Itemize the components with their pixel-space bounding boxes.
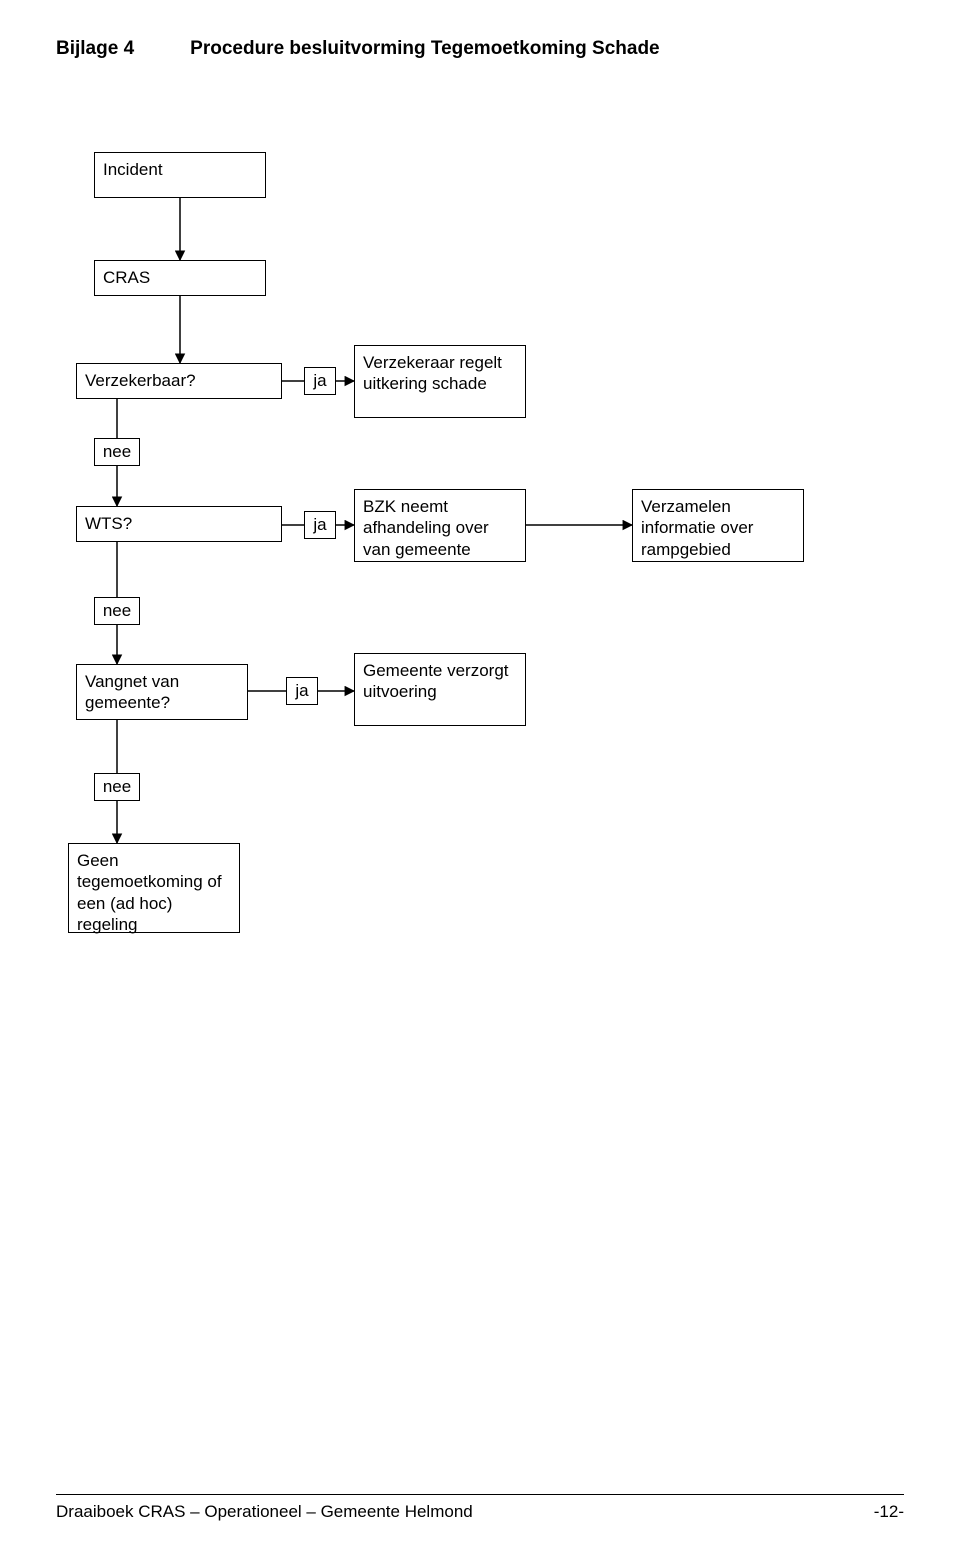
node-incident-label: Incident	[103, 159, 163, 180]
header-prefix: Bijlage 4	[56, 38, 134, 59]
node-gemeente-uitv-label: Gemeente verzorgt uitvoering	[363, 660, 517, 703]
node-geen-label: Geen tegemoetkoming of een (ad hoc) rege…	[77, 850, 231, 935]
node-incident: Incident	[94, 152, 266, 198]
footer-right: -12-	[874, 1502, 904, 1522]
footer-divider	[56, 1494, 904, 1495]
node-cras: CRAS	[94, 260, 266, 296]
node-geen: Geen tegemoetkoming of een (ad hoc) rege…	[68, 843, 240, 933]
node-wts: WTS?	[76, 506, 282, 542]
node-verzamelen-label: Verzamelen informatie over rampgebied	[641, 496, 795, 560]
node-wts-label: WTS?	[85, 513, 132, 534]
label-ja-3: ja	[286, 677, 318, 705]
node-gemeente-uitv: Gemeente verzorgt uitvoering	[354, 653, 526, 726]
label-nee-3: nee	[94, 773, 140, 801]
label-ja-1: ja	[304, 367, 336, 395]
node-verzekerbaar-label: Verzekerbaar?	[85, 370, 196, 391]
node-bzk-label: BZK neemt afhandeling over van gemeente	[363, 496, 517, 560]
node-verzekerbaar: Verzekerbaar?	[76, 363, 282, 399]
node-bzk: BZK neemt afhandeling over van gemeente	[354, 489, 526, 562]
label-nee-1: nee	[94, 438, 140, 466]
label-ja-2: ja	[304, 511, 336, 539]
header-title: Procedure besluitvorming Tegemoetkoming …	[190, 38, 659, 59]
node-cras-label: CRAS	[103, 267, 150, 288]
node-verzamelen: Verzamelen informatie over rampgebied	[632, 489, 804, 562]
node-vangnet-label: Vangnet van gemeente?	[85, 671, 239, 714]
footer-left: Draaiboek CRAS – Operationeel – Gemeente…	[56, 1502, 473, 1522]
page-header: Bijlage 4 Procedure besluitvorming Tegemo…	[56, 38, 660, 60]
label-nee-2: nee	[94, 597, 140, 625]
node-verzekeraar-label: Verzekeraar regelt uitkering schade	[363, 352, 517, 395]
node-vangnet: Vangnet van gemeente?	[76, 664, 248, 720]
flow-arrows	[0, 0, 960, 1555]
node-verzekeraar: Verzekeraar regelt uitkering schade	[354, 345, 526, 418]
